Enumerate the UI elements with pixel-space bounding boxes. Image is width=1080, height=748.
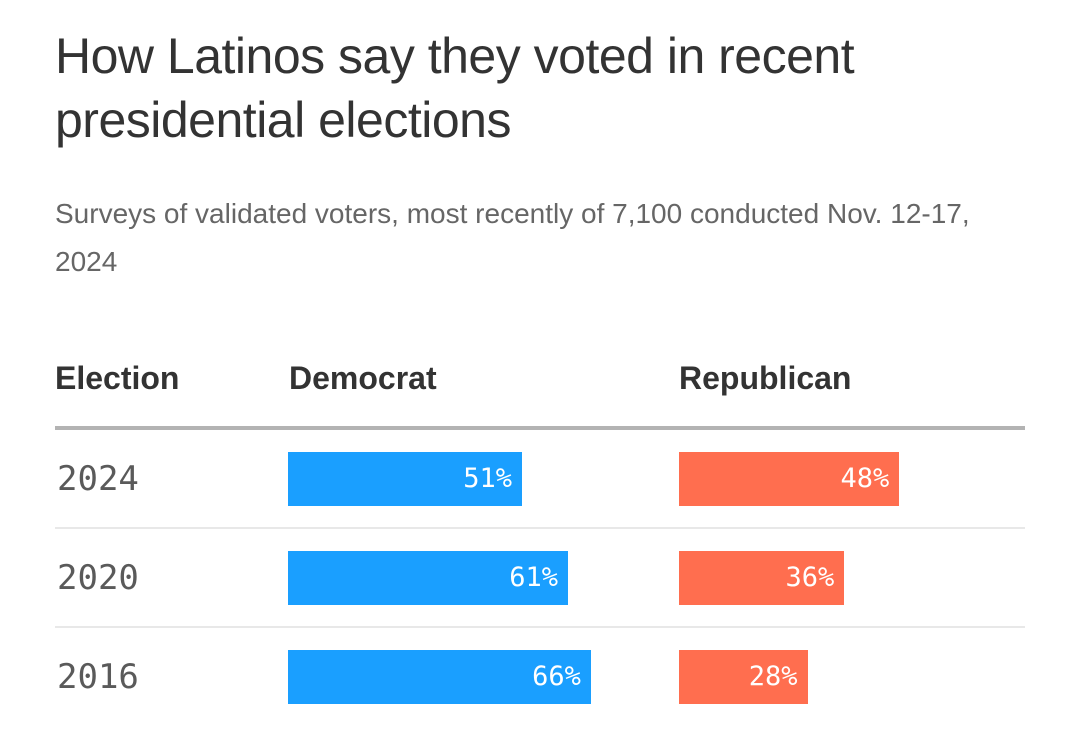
- row-divider: [55, 527, 1025, 529]
- year-label: 2024: [57, 459, 139, 499]
- row-divider: [55, 626, 1025, 628]
- year-label: 2020: [57, 558, 139, 598]
- democrat-bar: 51%: [288, 452, 523, 506]
- democrat-bar: 66%: [288, 650, 591, 704]
- column-header-republican: Republican: [679, 360, 852, 396]
- column-header-democrat: Democrat: [289, 360, 437, 396]
- year-label: 2016: [57, 657, 139, 697]
- column-header-election: Election: [55, 360, 180, 396]
- republican-bar: 48%: [679, 452, 900, 506]
- republican-bar: 28%: [679, 650, 808, 704]
- democrat-bar: 61%: [288, 551, 568, 605]
- republican-bar: 36%: [679, 551, 845, 605]
- chart-title: How Latinos say they voted in recent pre…: [55, 28, 855, 148]
- chart-subtitle: Surveys of validated voters, most recent…: [55, 198, 970, 277]
- header-divider: [55, 426, 1025, 430]
